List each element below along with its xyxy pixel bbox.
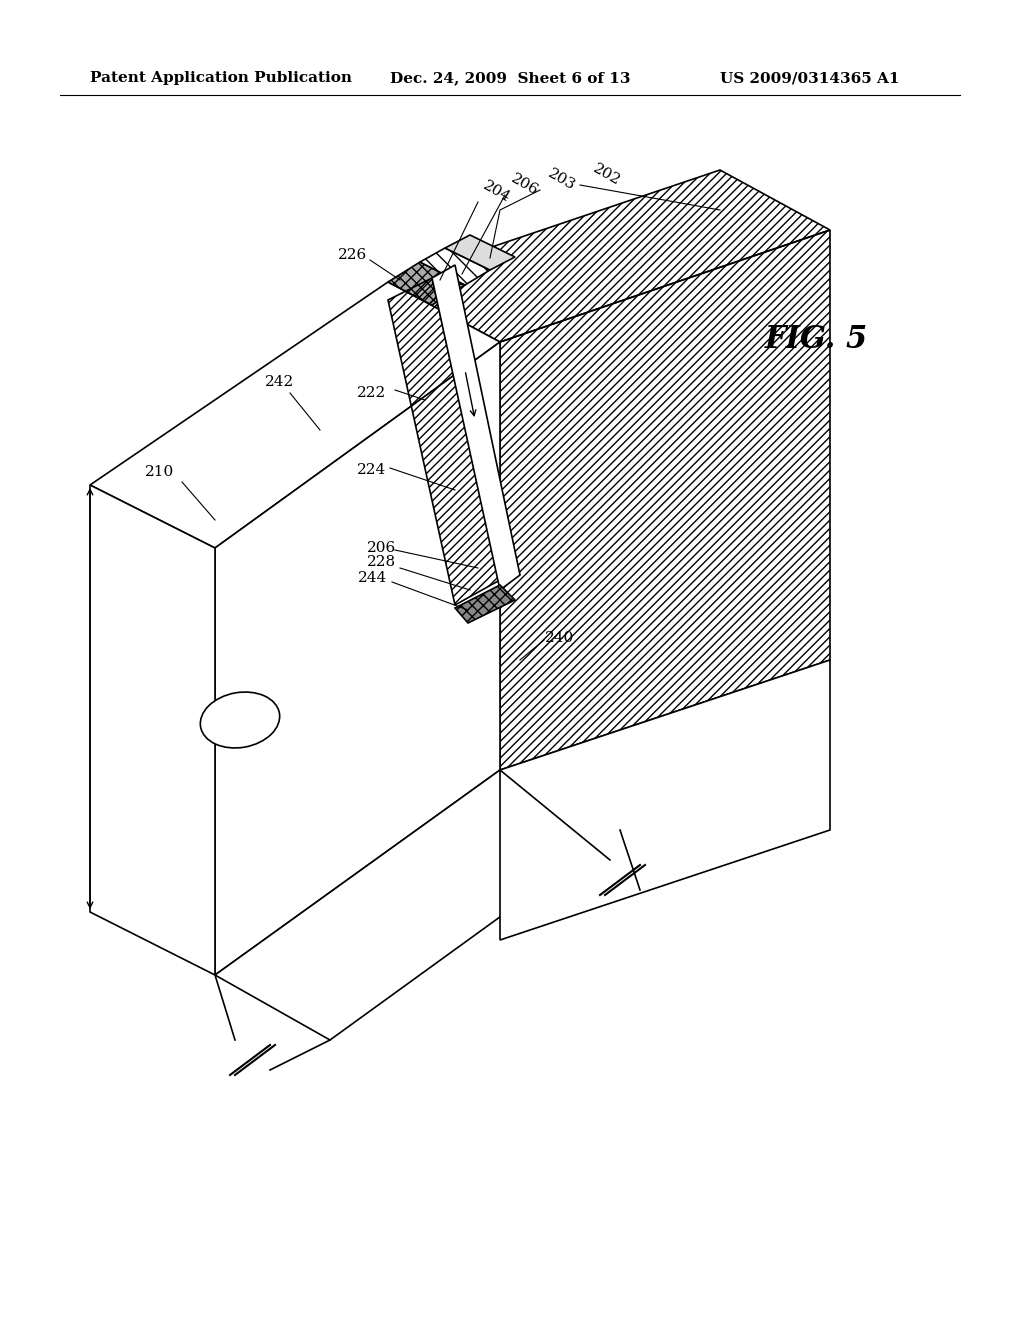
Polygon shape	[445, 235, 515, 271]
Text: FIG. 5: FIG. 5	[765, 325, 868, 355]
Text: 224: 224	[357, 463, 386, 477]
Text: Patent Application Publication: Patent Application Publication	[90, 71, 352, 84]
Polygon shape	[432, 265, 520, 590]
Text: 210: 210	[145, 465, 174, 479]
Ellipse shape	[201, 692, 280, 748]
Polygon shape	[90, 282, 500, 548]
Text: 203: 203	[545, 166, 578, 193]
Polygon shape	[388, 261, 465, 305]
Text: 242: 242	[265, 375, 294, 389]
Polygon shape	[90, 484, 215, 975]
Text: 244: 244	[358, 572, 387, 585]
Text: 226: 226	[338, 248, 368, 261]
Text: 240: 240	[545, 631, 574, 645]
Text: 202: 202	[590, 161, 623, 189]
Polygon shape	[500, 660, 830, 940]
Text: Dec. 24, 2009  Sheet 6 of 13: Dec. 24, 2009 Sheet 6 of 13	[390, 71, 631, 84]
Text: 206: 206	[508, 172, 541, 198]
Polygon shape	[420, 248, 490, 285]
Text: US 2009/0314365 A1: US 2009/0314365 A1	[720, 71, 899, 84]
Text: 228: 228	[367, 554, 396, 569]
Polygon shape	[455, 585, 515, 623]
Polygon shape	[215, 770, 620, 1040]
Text: 204: 204	[480, 178, 512, 206]
Polygon shape	[215, 342, 500, 975]
Text: 206: 206	[367, 541, 396, 554]
Text: 222: 222	[357, 385, 386, 400]
